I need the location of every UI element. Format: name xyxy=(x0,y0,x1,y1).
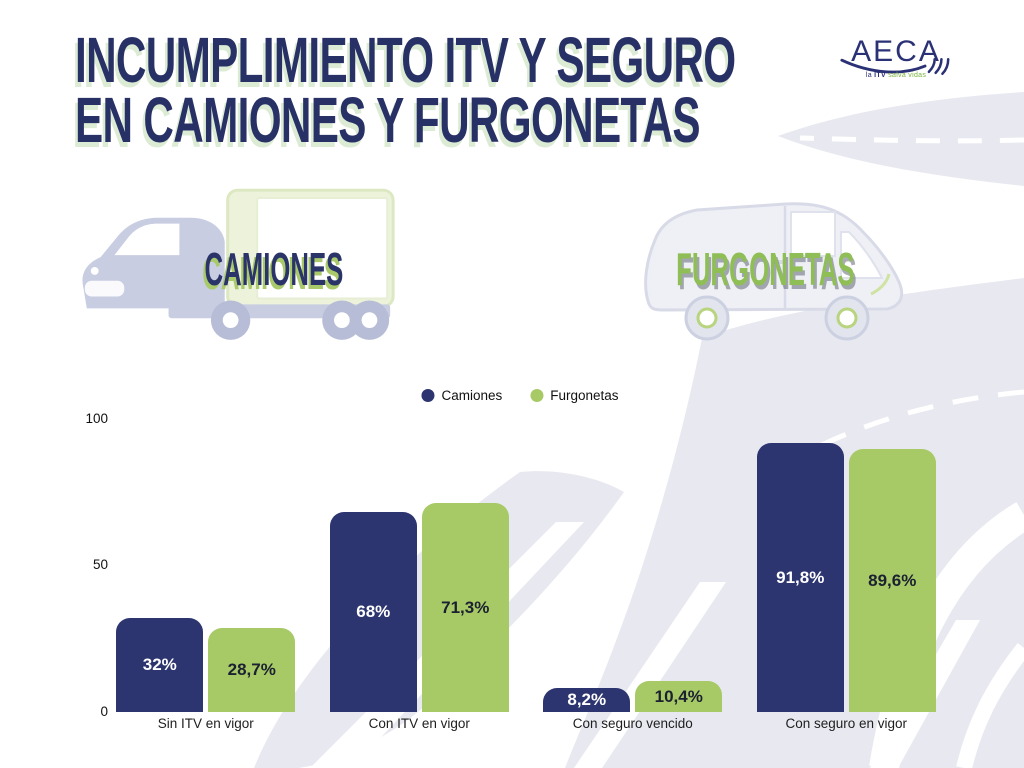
legend-label: Furgonetas xyxy=(550,388,619,403)
title-line2: EN CAMIONES Y FURGONETAS xyxy=(75,84,701,156)
bar-value-label: 8,2% xyxy=(567,690,607,709)
legend-swatch-icon xyxy=(421,389,435,402)
category-label: Con seguro vencido xyxy=(572,716,693,731)
bar-camiones: 68% xyxy=(329,512,417,712)
bar-value-label: 71,3% xyxy=(441,597,490,617)
bar-furgonetas: 28,7% xyxy=(208,628,296,712)
plot-area: 32% 28,7% Sin ITV en vigor 68% 71,3% Con ITV … xyxy=(99,443,954,731)
bar-value-label: 89,6% xyxy=(868,570,917,590)
category-label: Sin ITV en vigor xyxy=(157,716,254,731)
aeca-logo-tagline: la ITV salva vidas xyxy=(838,72,954,79)
bar-furgonetas: 71,3% xyxy=(421,503,509,712)
bar-furgonetas: 89,6% xyxy=(848,449,936,712)
tagline-prefix: la xyxy=(865,72,872,79)
category-label: Con seguro en vigor xyxy=(785,716,908,731)
bar-camiones: 91,8% xyxy=(756,443,844,712)
tagline-itv: ITV xyxy=(874,72,886,79)
bar-value-label: 91,8% xyxy=(776,567,825,587)
camiones-heading-text: CAMIONES xyxy=(204,243,344,295)
aeca-logo-text: AECA xyxy=(851,35,941,68)
bar-furgonetas: 10,4% xyxy=(635,681,723,712)
chart-legend: Camiones Furgonetas xyxy=(421,388,619,403)
y-tick-50: 50 xyxy=(92,557,108,573)
bar-value-label: 28,7% xyxy=(227,660,276,679)
camiones-figure xyxy=(75,187,400,347)
aeca-logo: AECA la ITV salva vidas xyxy=(838,35,954,79)
bar-group: 8,2% 10,4% Con seguro vencido xyxy=(526,681,740,731)
legend-item-camiones: Camiones xyxy=(421,388,502,403)
bar-value-label: 68% xyxy=(356,602,391,621)
bar-group: 32% 28,7% Sin ITV en vigor xyxy=(99,618,313,731)
page-title: INCUMPLIMIENTO ITV Y SEGURO EN CAMIONES … xyxy=(75,24,1024,156)
y-tick-100: 100 xyxy=(85,410,108,426)
logo-swoosh-icon xyxy=(840,58,950,76)
tagline-suffix: salva vidas xyxy=(888,72,927,79)
truck-illustration xyxy=(82,188,395,340)
bar-group: 68% 71,3% Con ITV en vigor xyxy=(313,503,527,731)
bar-value-label: 10,4% xyxy=(654,686,703,706)
van-illustration xyxy=(644,202,904,341)
bar-value-label: 32% xyxy=(142,655,177,674)
title-line1: INCUMPLIMIENTO ITV Y SEGURO xyxy=(75,24,736,96)
furgonetas-heading-text: FURGONETAS xyxy=(675,243,855,295)
bar-camiones: 32% xyxy=(116,618,204,712)
y-axis: 0 50 100 xyxy=(48,0,108,768)
legend-label: Camiones xyxy=(441,388,503,403)
legend-swatch-icon xyxy=(530,389,544,402)
y-tick-0: 0 xyxy=(100,704,108,719)
category-label: Con ITV en vigor xyxy=(368,716,470,731)
furgonetas-figure xyxy=(635,192,925,347)
bar-group: 91,8% 89,6% Con seguro en vigor xyxy=(740,443,954,731)
bar-camiones: 8,2% xyxy=(543,688,631,712)
legend-item-furgonetas: Furgonetas xyxy=(530,388,619,403)
